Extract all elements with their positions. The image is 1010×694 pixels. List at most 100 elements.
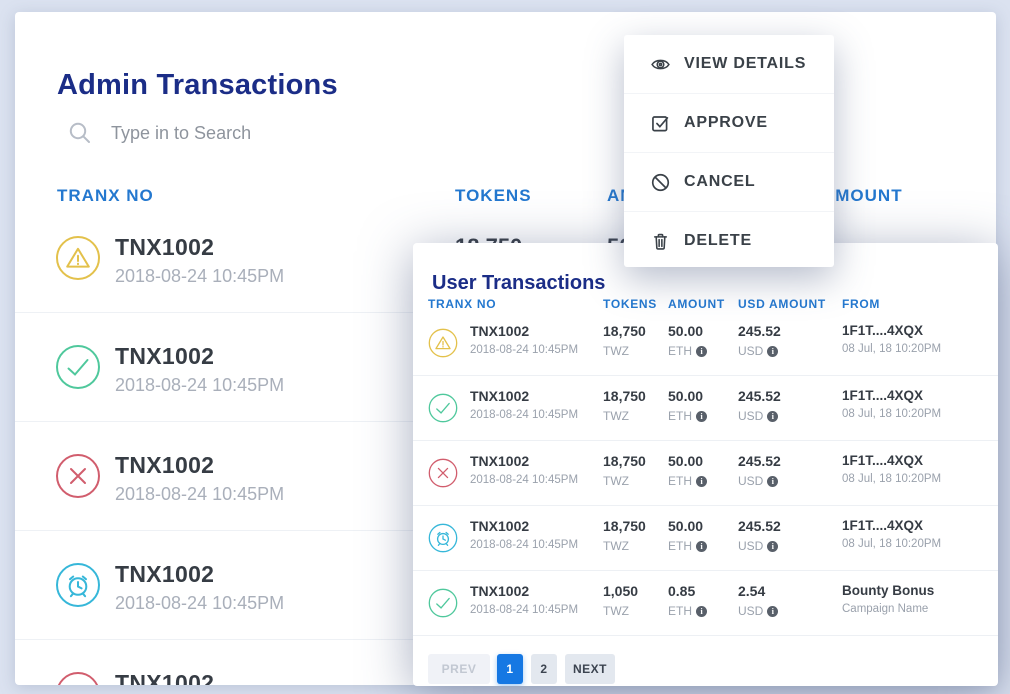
info-icon[interactable]: i xyxy=(767,345,779,357)
tranx-cell: TNX1002 2018-08-24 10:45PM xyxy=(470,583,578,616)
user-table-body: TNX1002 2018-08-24 10:45PM 18,750 TWZ 50.00 E… xyxy=(413,311,998,636)
tranx-cell: TNX1002 2018-08-24 10:45PM xyxy=(115,452,284,505)
cell-value: 18,750 xyxy=(603,518,646,534)
menu-item-delete[interactable]: DELETE xyxy=(624,211,834,267)
transaction-row[interactable]: TNX1002 2018-08-24 10:45PM 18,750 TWZ 50.00 E… xyxy=(413,311,998,376)
cell-sublabel: ETH i xyxy=(668,409,707,423)
tranx-number: TNX1002 xyxy=(115,234,215,260)
pending-status-icon xyxy=(428,523,458,553)
cell-value: 18,750 xyxy=(603,388,646,404)
info-icon[interactable]: i xyxy=(696,410,707,422)
user-column-header: TRANX NO xyxy=(428,297,497,311)
transaction-row[interactable]: TNX1002 2018-08-24 10:45PM 18,750 TWZ 50.00 E… xyxy=(413,376,998,441)
tranx-date: 2018-08-24 10:45PM xyxy=(470,604,579,616)
eye-icon xyxy=(650,54,671,75)
tranx-date: 2018-08-24 10:45PM xyxy=(470,539,579,551)
cell-value: 18,750 xyxy=(603,453,646,469)
value-cell: Bounty Bonus Campaign Name xyxy=(842,583,934,615)
info-icon[interactable]: i xyxy=(767,410,779,422)
user-column-header: AMOUNT xyxy=(668,297,725,311)
cell-value: 1F1T....4XQX xyxy=(842,388,924,403)
cell-sublabel: ETH i xyxy=(668,474,707,488)
cell-sublabel: ETH i xyxy=(668,604,707,618)
tranx-date: 2018-08-24 10:45PM xyxy=(470,409,579,421)
failed-status-icon xyxy=(55,453,101,499)
success-status-icon xyxy=(428,393,458,423)
transaction-row[interactable]: TNX1002 2018-08-24 10:45PM 1,050 TWZ 0.85 ETH… xyxy=(413,571,998,636)
failed-status-icon xyxy=(428,458,458,488)
value-cell: 18,750 TWZ xyxy=(603,323,646,358)
cell-sublabel: TWZ xyxy=(603,604,629,618)
info-icon[interactable]: i xyxy=(696,475,707,487)
info-icon[interactable]: i xyxy=(696,540,707,552)
pagination-page-button[interactable]: 1 xyxy=(497,654,523,684)
tranx-number: TNX1002 xyxy=(470,518,530,534)
pagination-prev-button[interactable]: PREV xyxy=(428,654,490,684)
value-cell: 18,750 TWZ xyxy=(603,453,646,488)
pagination-page-button[interactable]: 2 xyxy=(531,654,557,684)
cell-value: 2.54 xyxy=(738,583,766,599)
pagination-next-button[interactable]: NEXT xyxy=(565,654,615,684)
value-cell: 1,050 TWZ xyxy=(603,583,638,618)
value-cell: 1F1T....4XQX 08 Jul, 18 10:20PM xyxy=(842,388,941,420)
tranx-number: TNX1002 xyxy=(470,388,530,404)
cell-sublabel: USD i xyxy=(738,539,781,553)
cell-sublabel: USD i xyxy=(738,409,781,423)
tranx-cell: TNX1002 2018-08-24 10:45PM xyxy=(115,343,284,396)
value-cell: 245.52 USD i xyxy=(738,453,781,488)
tranx-date: 2018-08-24 10:45PM xyxy=(115,375,285,395)
tranx-number: TNX1002 xyxy=(115,452,215,478)
menu-item-label: APPROVE xyxy=(684,114,768,131)
cell-value: 50.00 xyxy=(668,453,704,469)
transaction-row[interactable]: TNX1002 2018-08-24 10:45PM 18,750 TWZ 50.00 E… xyxy=(413,506,998,571)
tranx-cell: TNX1002 2018-08-24 10:45PM xyxy=(115,561,284,614)
search-input[interactable] xyxy=(109,116,473,150)
cell-value: 1F1T....4XQX xyxy=(842,518,924,533)
cell-sublabel: TWZ xyxy=(603,409,629,423)
info-icon[interactable]: i xyxy=(767,540,779,552)
menu-item-cancel[interactable]: CANCEL xyxy=(624,152,834,211)
cell-sublabel: 08 Jul, 18 10:20PM xyxy=(842,343,942,355)
cancel-icon xyxy=(650,172,671,193)
cell-value: 1,050 xyxy=(603,583,639,599)
menu-item-approve[interactable]: APPROVE xyxy=(624,93,834,152)
value-cell: 245.52 USD i xyxy=(738,388,781,423)
value-cell: 245.52 USD i xyxy=(738,323,781,358)
cell-sublabel: 08 Jul, 18 10:20PM xyxy=(842,408,942,420)
tranx-number: TNX1002 xyxy=(115,343,215,369)
cell-value: 50.00 xyxy=(668,388,704,404)
delete-icon xyxy=(650,231,671,252)
menu-item-view-details[interactable]: VIEW DETAILS xyxy=(624,35,834,93)
cell-value: 50.00 xyxy=(668,518,704,534)
cell-sublabel: TWZ xyxy=(603,344,629,358)
failed-status-icon xyxy=(55,671,101,685)
cell-sublabel: TWZ xyxy=(603,539,629,553)
cell-value: 245.52 xyxy=(738,388,781,404)
transaction-row[interactable]: TNX1002 2018-08-24 10:45PM 18,750 TWZ 50.00 E… xyxy=(413,441,998,506)
value-cell: 1F1T....4XQX 08 Jul, 18 10:20PM xyxy=(842,518,941,550)
info-icon[interactable]: i xyxy=(767,475,779,487)
admin-column-header: TRANX NO xyxy=(57,186,154,205)
tranx-date: 2018-08-24 10:45PM xyxy=(115,593,285,613)
cell-sublabel: ETH i xyxy=(668,344,707,358)
info-icon[interactable]: i xyxy=(767,605,779,617)
cell-sublabel: TWZ xyxy=(603,474,629,488)
value-cell: 0.85 ETH i xyxy=(668,583,707,618)
cell-value: Bounty Bonus xyxy=(842,583,935,598)
row-actions-menu: VIEW DETAILS APPROVE CANCEL DELETE xyxy=(624,35,834,267)
tranx-date: 2018-08-24 10:45PM xyxy=(470,474,579,486)
info-icon[interactable]: i xyxy=(696,345,707,357)
cell-sublabel: 08 Jul, 18 10:20PM xyxy=(842,473,942,485)
cell-sublabel: USD i xyxy=(738,604,779,618)
tranx-number: TNX1002 xyxy=(115,561,215,587)
value-cell: 50.00 ETH i xyxy=(668,518,707,553)
value-cell: 18,750 TWZ xyxy=(603,388,646,423)
info-icon[interactable]: i xyxy=(696,605,707,617)
success-status-icon xyxy=(55,344,101,390)
warning-status-icon xyxy=(55,235,101,281)
cell-value: 18,750 xyxy=(603,323,646,339)
